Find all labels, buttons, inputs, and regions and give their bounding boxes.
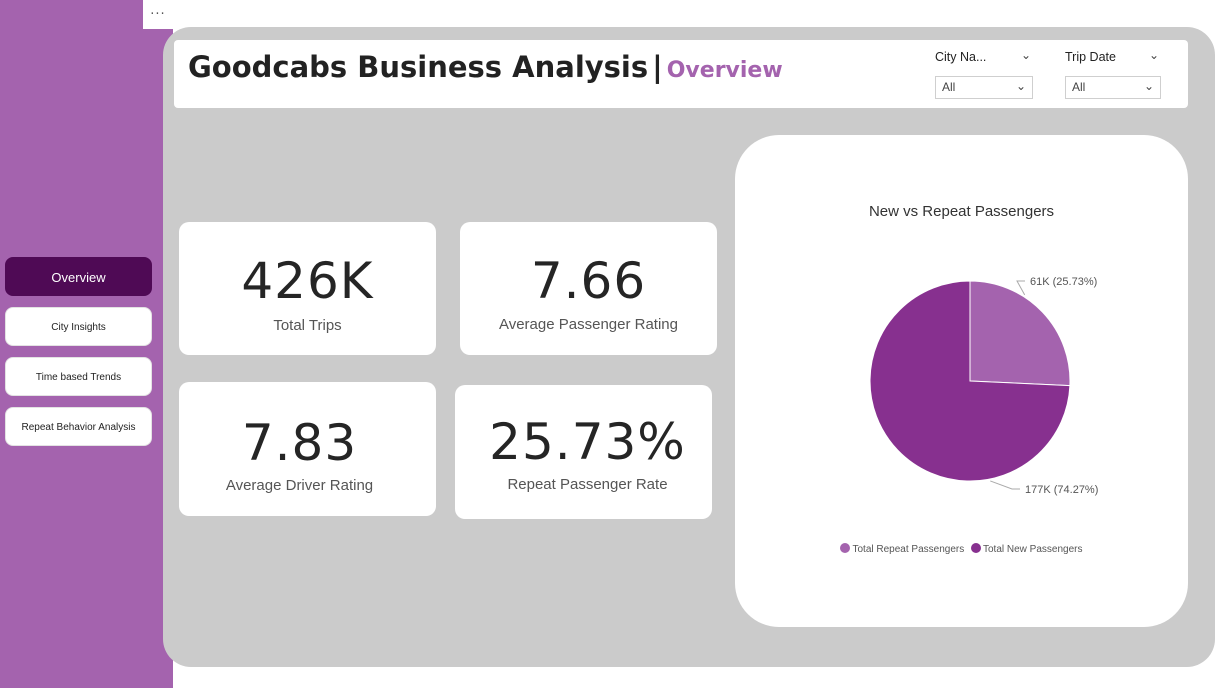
- city-slicer[interactable]: City Na... ⌄ All ⌄: [935, 48, 1033, 99]
- kpi-label: Repeat Passenger Rate: [507, 476, 668, 493]
- kpi-value: 7.66: [530, 252, 647, 310]
- kpi-label: Total Trips: [273, 317, 342, 334]
- legend-label: Total New Passengers: [983, 544, 1083, 555]
- legend-dot: [971, 543, 981, 553]
- city-slicer-header[interactable]: City Na... ⌄: [935, 48, 1033, 68]
- trip-date-slicer[interactable]: Trip Date ⌄ All ⌄: [1065, 48, 1161, 99]
- pie-slice-repeat[interactable]: [969, 280, 1071, 387]
- legend-label: Total Repeat Passengers: [852, 544, 965, 555]
- pie-chart-card: New vs Repeat Passengers 61K (25.73%) 177…: [735, 135, 1188, 627]
- page-subtitle: Overview: [666, 58, 783, 83]
- legend-item-new[interactable]: Total New Passengers: [971, 543, 1083, 555]
- kpi-card-avg-driver-rating: 7.83 Average Driver Rating: [179, 382, 436, 516]
- chart-title: New vs Repeat Passengers: [868, 203, 1055, 220]
- pie-slice-new[interactable]: [869, 280, 1071, 482]
- kpi-label: Average Passenger Rating: [498, 316, 678, 333]
- city-slicer-dropdown[interactable]: All ⌄: [935, 76, 1033, 99]
- kpi-card-total-trips: 426K Total Trips: [179, 222, 436, 355]
- more-options-button[interactable]: ···: [143, 0, 173, 29]
- page-title-text: Goodcabs Business Analysis: [188, 50, 649, 84]
- chevron-down-icon[interactable]: ⌄: [1015, 79, 1026, 93]
- pie-data-label: 177K (74.27%): [1025, 484, 1098, 496]
- chart-legend: Total Repeat Passengers Total New Passen…: [735, 543, 1188, 555]
- kpi-label: Average Driver Rating: [225, 477, 374, 494]
- trip-date-slicer-value: All: [1072, 80, 1086, 94]
- pie-data-label: 61K (25.73%): [1030, 276, 1097, 288]
- trip-date-slicer-dropdown[interactable]: All ⌄: [1065, 76, 1161, 99]
- city-slicer-label: City Na...: [935, 50, 987, 64]
- data-label-leader-line: [1016, 280, 1026, 296]
- nav-overview-button[interactable]: Overview: [5, 257, 152, 296]
- kpi-card-repeat-passenger-rate: 25.73% Repeat Passenger Rate: [455, 385, 712, 519]
- kpi-card-avg-passenger-rating: 7.66 Average Passenger Rating: [460, 222, 717, 355]
- page-header: Goodcabs Business Analysis | Overview City…: [174, 40, 1188, 108]
- chevron-down-icon[interactable]: ⌄: [1143, 79, 1154, 93]
- trip-date-slicer-header[interactable]: Trip Date ⌄: [1065, 48, 1161, 68]
- nav-city-insights-button[interactable]: City Insights: [5, 307, 152, 346]
- nav-repeat-behavior-button[interactable]: Repeat Behavior Analysis: [5, 407, 152, 446]
- chevron-down-icon[interactable]: ⌄: [1148, 48, 1159, 62]
- data-label-leader-line: [990, 480, 1020, 490]
- kpi-value: 25.73%: [489, 413, 686, 471]
- pie-chart: 61K (25.73%) 177K (74.27%): [869, 276, 1098, 496]
- kpi-value: 426K: [241, 252, 374, 310]
- city-slicer-value: All: [942, 80, 956, 94]
- legend-item-repeat[interactable]: Total Repeat Passengers: [840, 543, 965, 555]
- kpi-value: 7.83: [241, 414, 358, 472]
- trip-date-slicer-label: Trip Date: [1065, 50, 1116, 64]
- nav-time-based-trends-button[interactable]: Time based Trends: [5, 357, 152, 396]
- title-separator: |: [652, 50, 663, 84]
- page-title: Goodcabs Business Analysis | Overview: [188, 50, 783, 84]
- chevron-down-icon[interactable]: ⌄: [1020, 48, 1031, 62]
- legend-dot: [840, 543, 851, 553]
